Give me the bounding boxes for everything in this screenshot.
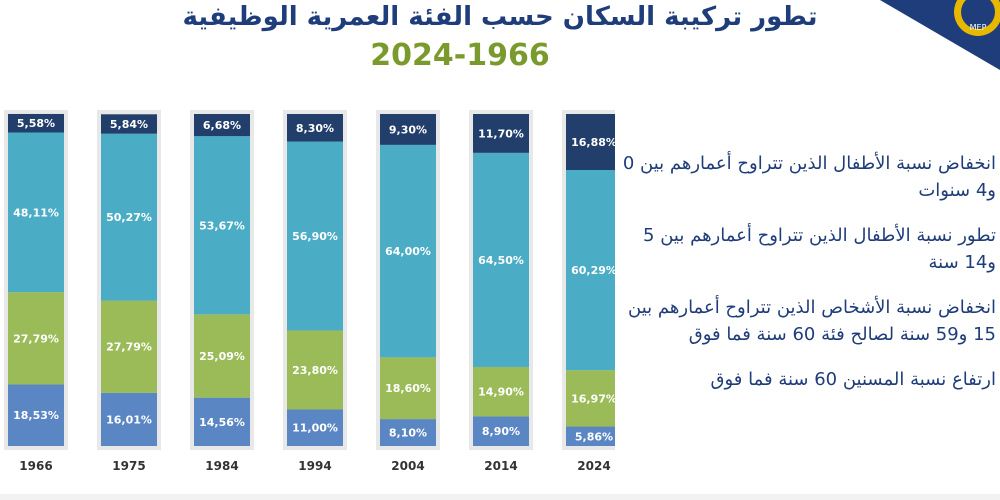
bar-segment-main xyxy=(287,141,343,331)
data-label: 64,00% xyxy=(385,245,431,258)
data-label: 14,56% xyxy=(199,416,245,429)
data-label: 16,88% xyxy=(571,136,615,149)
bar-segment-bottom xyxy=(566,426,615,446)
data-label: 27,79% xyxy=(13,332,59,345)
bar-segment-green xyxy=(101,300,157,393)
data-label: 11,00% xyxy=(292,422,338,435)
x-tick-label: 2004 xyxy=(391,459,424,473)
bar-segment-main xyxy=(8,132,64,293)
data-label: 23,80% xyxy=(292,364,338,377)
note-children-0-4: انخفاض نسبة الأطفال الذين تتراوح أعمارهم… xyxy=(622,153,996,201)
x-tick-label: 1966 xyxy=(19,459,52,473)
bar-segment-main xyxy=(380,144,436,358)
data-label: 27,79% xyxy=(106,341,152,354)
bar-segment-green xyxy=(194,314,250,398)
x-tick-label: 2014 xyxy=(484,459,517,473)
x-tick-label: 1975 xyxy=(112,459,145,473)
bar-segment-main xyxy=(101,133,157,301)
bar-segment-green xyxy=(566,370,615,427)
data-label: 53,67% xyxy=(199,219,245,232)
x-tick-label: 1994 xyxy=(298,459,331,473)
data-label: 5,58% xyxy=(17,117,55,130)
bar-segment-main xyxy=(194,136,250,315)
bar-segment-top xyxy=(8,113,64,133)
footer-strip xyxy=(0,494,1000,500)
bar-segment-top xyxy=(380,114,436,145)
data-label: 6,68% xyxy=(203,119,241,132)
bar-segment-top xyxy=(101,114,157,134)
page-title: تطور تركيبة السكان حسب الفئة العمرية الو… xyxy=(182,2,818,32)
data-label: 9,30% xyxy=(389,123,427,136)
data-label: 60,29% xyxy=(571,264,615,277)
note-elderly: ارتفاع نسبة المسنين 60 سنة فما فوق xyxy=(710,369,996,390)
data-label: 16,01% xyxy=(106,413,152,426)
bar-segment-bottom xyxy=(287,409,343,446)
bar-segment-main xyxy=(473,152,529,367)
data-label: 8,90% xyxy=(482,425,520,438)
data-label: 14,90% xyxy=(478,386,524,399)
data-label: 5,84% xyxy=(110,118,148,131)
logo-text: MEP xyxy=(970,23,987,32)
bar-segment-top xyxy=(194,114,250,137)
data-label: 50,27% xyxy=(106,211,152,224)
bar-segment-top xyxy=(566,114,615,171)
data-label: 25,09% xyxy=(199,350,245,363)
x-tick-label: 2024 xyxy=(577,459,610,473)
data-label: 8,10% xyxy=(389,427,427,440)
data-label: 11,70% xyxy=(478,127,524,140)
data-label: 56,90% xyxy=(292,230,338,243)
bar-segment-bottom xyxy=(194,397,250,446)
data-label: 16,97% xyxy=(571,392,615,405)
note-working-age: انخفاض نسبة الأشخاص الذين تتراوح أعمارهم… xyxy=(628,297,996,345)
data-label: 5,86% xyxy=(575,430,613,443)
bar-segment-top xyxy=(287,114,343,142)
bar-segment-green xyxy=(473,366,529,417)
page-subtitle: 2024-1966 xyxy=(370,38,550,73)
x-tick-label: 1984 xyxy=(205,459,238,473)
bar-segment-bottom xyxy=(101,392,157,446)
data-label: 18,60% xyxy=(385,382,431,395)
data-label: 18,53% xyxy=(13,409,59,422)
note-children-5-14: تطور نسبة الأطفال الذين تتراوح أعمارهم ب… xyxy=(643,225,996,273)
stacked-bar-chart: 18,53% 27,79% 48,11% 5,58% 1966 16,01% 27,79% 5… xyxy=(4,110,615,473)
bar-segment-bottom xyxy=(8,384,64,446)
data-label: 48,11% xyxy=(13,206,59,219)
bar-segment-main xyxy=(566,170,615,371)
bar-segment-top xyxy=(473,114,529,153)
data-label: 64,50% xyxy=(478,254,524,267)
bar-segment-green xyxy=(380,357,436,420)
data-label: 8,30% xyxy=(296,122,334,135)
bar-segment-bottom xyxy=(473,416,529,446)
logo-corner: MEP xyxy=(880,0,1000,70)
notes-panel: انخفاض نسبة الأطفال الذين تتراوح أعمارهم… xyxy=(618,150,996,411)
logo-emblem-inner xyxy=(961,0,995,29)
bar-segment-green xyxy=(8,292,64,385)
bar-segment-green xyxy=(287,330,343,410)
bar-segment-bottom xyxy=(380,419,436,446)
